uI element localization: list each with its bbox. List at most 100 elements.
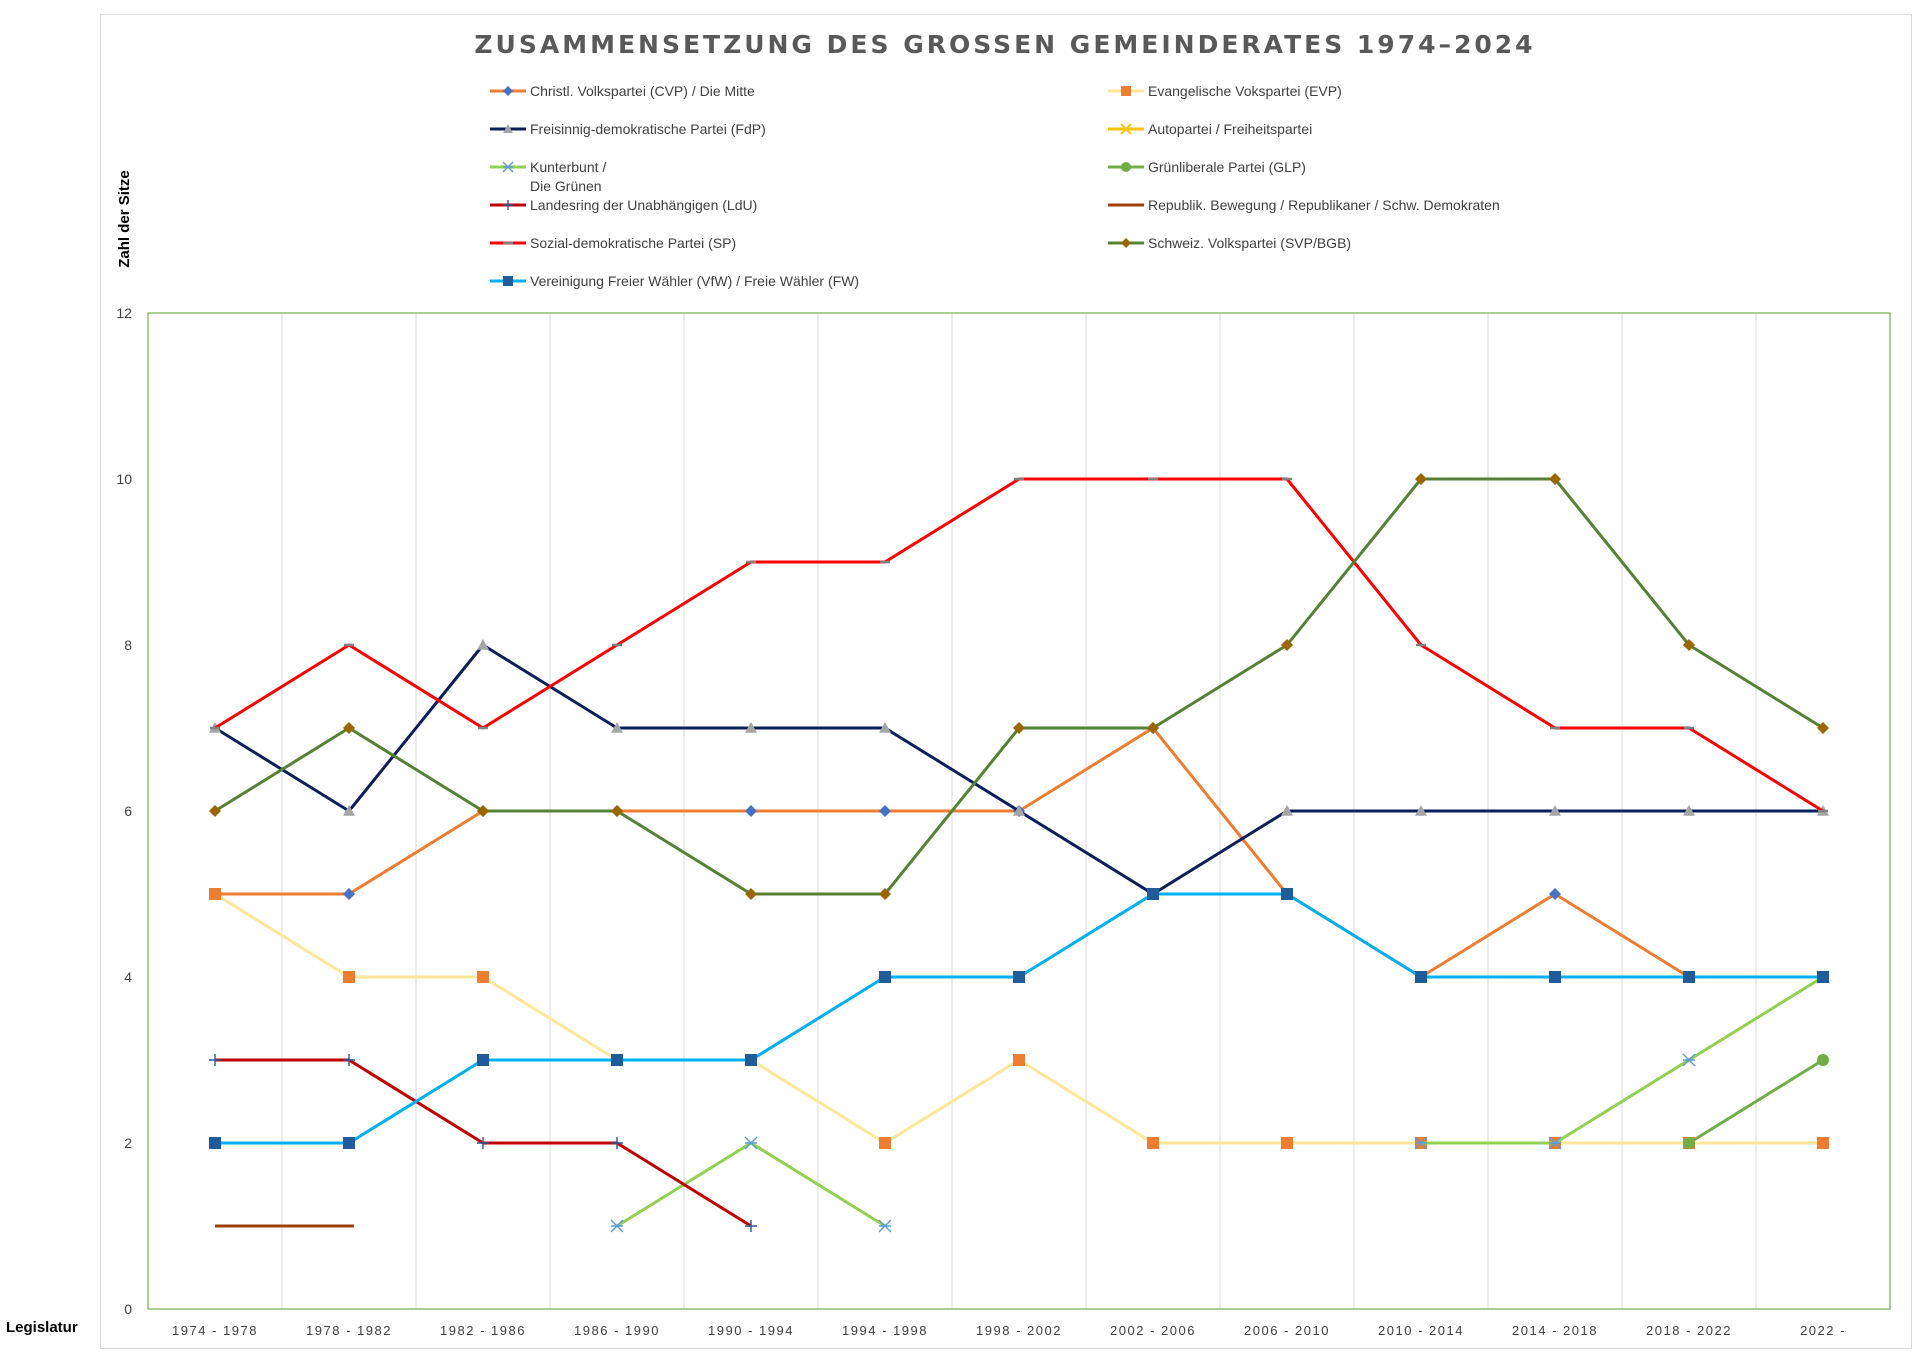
data-point (1817, 1054, 1829, 1066)
x-tick-label: 1978 - 1982 (306, 1323, 392, 1338)
x-tick-label: 1982 - 1986 (440, 1323, 526, 1338)
y-tick-label: 10 (116, 471, 132, 487)
legend-label: Vereinigung Freier Wähler (VfW) / Freie … (530, 273, 859, 289)
data-point (745, 1220, 757, 1232)
series-line (214, 643, 1823, 896)
series (209, 639, 1829, 899)
data-point (343, 971, 355, 983)
legend-item: Landesring der Unabhängigen (LdU) (490, 197, 757, 213)
legend-item: Christl. Volkspartei (CVP) / Die Mitte (490, 83, 755, 99)
series (209, 1054, 757, 1232)
y-axis-title: Zahl der Sitze (116, 170, 133, 268)
series-line (616, 1141, 886, 1228)
x-tick-label: 2002 - 2006 (1110, 1323, 1196, 1338)
series (209, 888, 1829, 1149)
data-point (1817, 722, 1829, 734)
y-tick-label: 8 (124, 637, 132, 653)
x-tick-label: 2018 - 2022 (1646, 1323, 1732, 1338)
legend-item: Evangelische Vokspartei (EVP) (1108, 83, 1342, 99)
series (1683, 1054, 1829, 1149)
data-point (209, 1054, 221, 1066)
series-line (214, 477, 1824, 896)
legend-label: Landesring der Unabhängigen (LdU) (530, 197, 757, 213)
legend-label: Sozial-demokratische Partei (SP) (530, 235, 736, 251)
series (209, 473, 1829, 900)
data-point (503, 276, 513, 286)
data-point (503, 86, 513, 96)
series-line (1688, 1058, 1824, 1145)
legend-label: Freisinnig-demokratische Partei (FdP) (530, 121, 766, 137)
legend-item: Schweiz. Volkspartei (SVP/BGB) (1108, 235, 1351, 251)
data-point (1683, 639, 1695, 651)
data-point (1817, 1137, 1829, 1149)
data-point (1013, 971, 1025, 983)
x-tick-label: 2006 - 2010 (1244, 1323, 1330, 1338)
legend: Christl. Volkspartei (CVP) / Die Mitte Ev… (490, 83, 1500, 289)
data-point (209, 805, 221, 817)
data-point (1147, 1137, 1159, 1149)
x-tick-label: 1990 - 1994 (708, 1323, 794, 1338)
chart-title: ZUSAMMENSETZUNG DES GROSSEN GEMEINDERATE… (474, 30, 1535, 59)
series (209, 722, 1829, 983)
series (210, 477, 1828, 813)
y-tick-label: 0 (124, 1301, 132, 1317)
data-point (1281, 639, 1293, 651)
data-point (1549, 805, 1561, 816)
data-point (611, 805, 623, 817)
data-point (879, 722, 891, 733)
y-axis-ticks: 0 2 4 6 8 10 12 (116, 305, 132, 1317)
data-point (745, 805, 757, 817)
legend-label: Republik. Bewegung / Republikaner / Schw… (1148, 197, 1500, 213)
y-tick-label: 2 (124, 1135, 132, 1151)
data-point (477, 1137, 489, 1149)
legend-label: Grünliberale Partei (GLP) (1148, 159, 1306, 175)
y-tick-label: 4 (124, 969, 132, 985)
data-point (1121, 238, 1131, 248)
data-point (745, 888, 757, 900)
data-point (1682, 1053, 1696, 1067)
data-point (611, 1137, 623, 1149)
x-tick-label: 1986 - 1990 (574, 1323, 660, 1338)
legend-label: Schweiz. Volkspartei (SVP/BGB) (1148, 235, 1351, 251)
data-point (1121, 162, 1131, 172)
series-line (214, 477, 1824, 813)
x-tick-label: 1998 - 2002 (976, 1323, 1062, 1338)
data-point (611, 722, 623, 733)
series-line (215, 726, 1823, 979)
data-point (503, 200, 513, 210)
data-point (1548, 1136, 1562, 1150)
x-tick-label: 2014 - 2018 (1512, 1323, 1598, 1338)
data-point (1683, 1137, 1695, 1149)
data-point (1415, 971, 1427, 983)
series-line (214, 892, 1823, 1145)
legend-label: Christl. Volkspartei (CVP) / Die Mitte (530, 83, 755, 99)
data-point (1281, 805, 1293, 816)
legend-label: Evangelische Vokspartei (EVP) (1148, 83, 1342, 99)
data-point (879, 971, 891, 983)
legend-item: Sozial-demokratische Partei (SP) (490, 235, 736, 251)
data-point (343, 1054, 355, 1066)
data-point (1147, 722, 1159, 734)
data-point (1013, 722, 1025, 734)
data-point (502, 161, 514, 173)
plot-area (147, 312, 1891, 1310)
x-tick-label: 1994 - 1998 (842, 1323, 928, 1338)
legend-item: Republik. Bewegung / Republikaner / Schw… (1108, 197, 1500, 213)
series-group (209, 473, 1830, 1233)
y-tick-label: 6 (124, 803, 132, 819)
data-point (477, 805, 489, 817)
chart-frame (100, 14, 1912, 1349)
data-point (879, 888, 891, 900)
data-point (477, 1054, 489, 1066)
data-point (343, 888, 355, 900)
data-point (1121, 86, 1131, 96)
data-point (1549, 888, 1561, 900)
legend-label: Autopartei / Freiheitspartei (1148, 121, 1312, 137)
data-point (879, 805, 891, 817)
series (209, 888, 1829, 1149)
data-point (477, 639, 489, 650)
data-point (1281, 1137, 1293, 1149)
legend-item: Vereinigung Freier Wähler (VfW) / Freie … (490, 273, 859, 289)
data-point (1415, 473, 1427, 485)
